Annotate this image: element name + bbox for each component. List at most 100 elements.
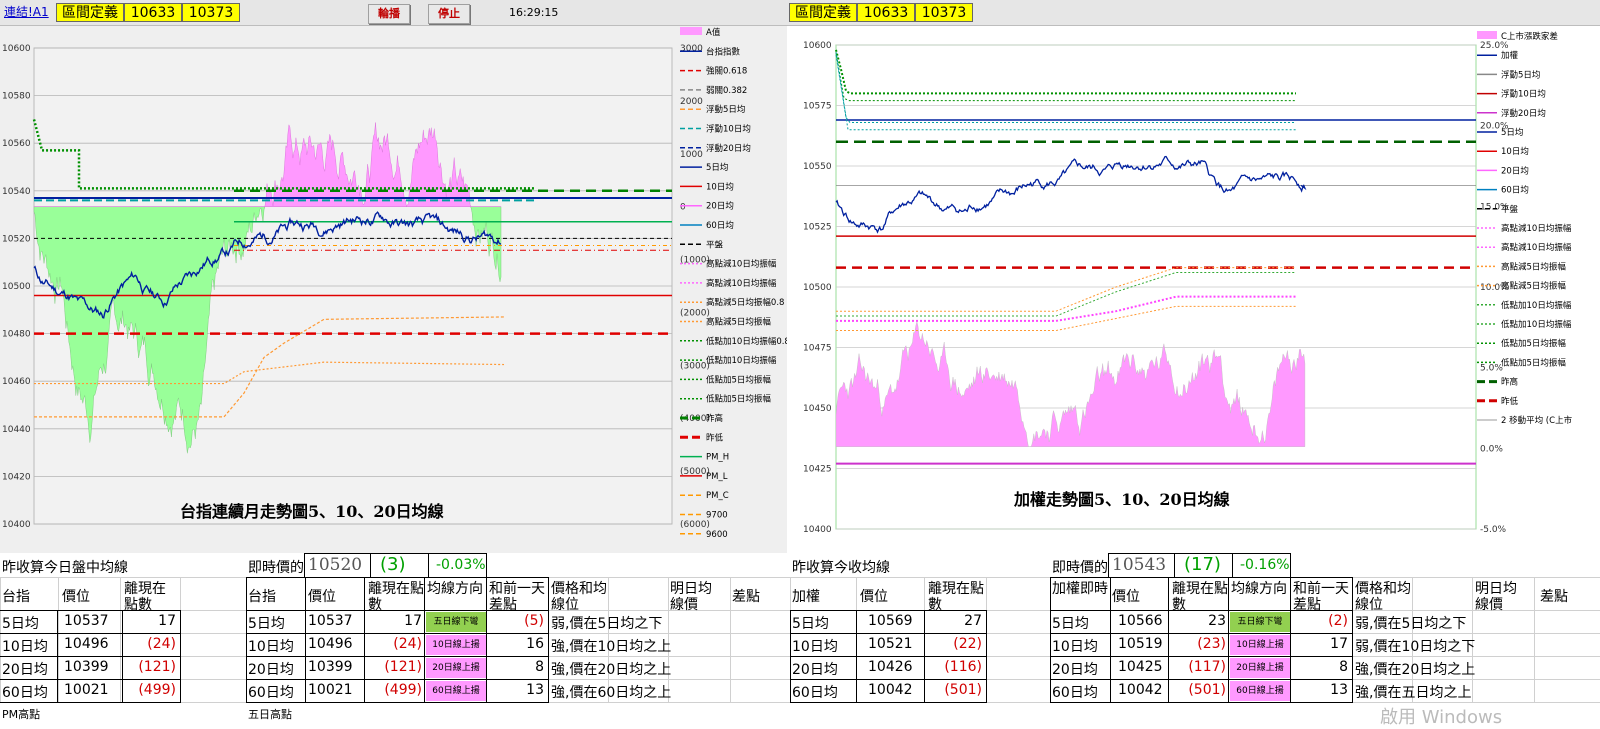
left-legend-label: 浮動20日均 [706,143,751,154]
left-legend-label: 20日均 [706,201,734,212]
rt1-row-price: 10426 [868,659,913,675]
left-legend-label: 低點加10日均振幅0.8 [706,336,787,347]
left-float-ma5-line [32,119,534,190]
right-legend-label: 高點減10日均振幅 [1501,242,1572,253]
rt2-row-diff: 23 [1208,613,1226,629]
rt2-row-position: 弱,價在5日均之下 [1355,616,1467,632]
left-ytick-label: 10540 [2,187,31,197]
left-ytick-label: 10420 [2,472,31,482]
table-gridline [246,633,548,634]
rt2-h5: 價格和均線位 [1355,581,1411,613]
left-legend-label: 低點加5日均振幅 [706,374,771,385]
lt2-row-direction-badge: 60日線上揚 [426,681,486,701]
table-gridline [246,577,247,703]
right-right-axis-label: 10.0% [1480,283,1509,293]
lt2-row-position: 弱,價在5日均之下 [551,616,663,632]
table-gridline [856,610,857,703]
lt2-row-direction-badge: 五日線下彎 [426,612,486,632]
left-legend-label: PM_L [706,472,728,482]
rt1-h0: 加權 [792,589,820,605]
play-button[interactable]: 輪播 [368,4,410,24]
left-legend-label: 昨高 [706,413,723,424]
left-ytick-label: 10560 [2,139,31,149]
left-index-price-line [33,211,502,319]
left-ytick-label: 10400 [2,520,31,530]
left-legend-label: 9600 [706,530,728,540]
rt2-row-name: 10日均 [1052,639,1098,655]
lt2-row-price: 10496 [308,636,353,652]
right-legend-label: 浮動20日均 [1501,108,1546,119]
right-right-axis-label: 25.0% [1480,41,1509,51]
lt2-h0: 台指 [248,589,276,605]
table-gridline [790,610,791,703]
rt1-row-name: 20日均 [792,662,838,678]
lt2-row-prev-diff: 16 [526,636,544,652]
rt2-row-diff: (117) [1188,659,1226,675]
table-gridline [1110,577,1111,703]
rt1-row-name: 5日均 [792,616,829,632]
rt2-row-position: 強,價在20日均之上 [1355,662,1476,678]
stop-button[interactable]: 停止 [428,4,470,24]
rt2-row-name: 5日均 [1052,616,1089,632]
lt1-h2: 離現在點數 [124,581,166,613]
table-gridline [246,577,548,578]
lt1-h0: 台指 [2,589,30,605]
clock-display: 16:29:15 [509,6,559,19]
lt2-row-position: 強,價在60日均之上 [551,685,672,701]
right-legend-label: 昨低 [1501,396,1519,407]
right-legend-label: 低點加5日均振幅 [1501,338,1566,349]
left-right-axis-label: (5000) [680,467,710,477]
bottom-tables: 昨收算今日盤中均線 即時價的 10520 (3) -0.03% 台指 價位 離現… [0,553,1600,728]
left-ytick-label: 10580 [2,92,31,102]
left-legend-label: A值 [706,27,721,38]
left-legend-label: 10日均 [706,181,734,192]
left-low-plus-band2-line [34,316,505,418]
right-legend-label: 2 移動平均 (C上市 [1501,415,1573,426]
left-right-axis-label: 2000 [680,97,703,107]
right-legend-label: 60日均 [1501,185,1529,196]
link-cell[interactable]: 連結!A1 [4,5,49,19]
right-float-ma-line [835,52,1296,131]
lt1-row-price: 10537 [64,613,109,629]
left-chart-panel: 10600 10580 10560 10540 10520 10500 10480 10460… [0,26,790,553]
rt2-h3: 均線方向 [1231,581,1287,597]
rt2-h0: 加權即時 [1052,581,1108,597]
rt2-row-price: 10042 [1118,682,1163,698]
right-legend-label: 低點加10日均振幅 [1501,319,1572,330]
rt1-row-name: 10日均 [792,639,838,655]
rt2-h6: 明日均線價 [1475,581,1517,613]
left-chart: 10600 10580 10560 10540 10520 10500 10480 10460… [2,27,790,540]
right-rt-change: (17) [1184,554,1221,575]
table-gridline [0,633,180,634]
right-legend-label: 低點加10日均振幅 [1501,300,1572,311]
right-legend-label: 低點加5日均振幅 [1501,357,1566,368]
right-ytick-label: 10575 [803,102,832,112]
table-gridline [1108,553,1290,554]
left-legend-label: 高點減10日均振幅 [706,259,777,270]
table-gridline [1050,633,1352,634]
left-rt-price: 10520 [308,555,363,575]
right-legend-label: 浮動10日均 [1501,89,1546,100]
left-ytick-label: 10440 [2,425,31,435]
left-ytick-label: 10480 [2,330,31,340]
table-gridline [548,577,549,703]
right-float-ma20-line [835,54,1296,123]
lt2-h4: 和前一天差點 [489,581,545,613]
right-ytick-label: 10525 [803,223,832,233]
lt2-h2: 離現在點數 [368,581,424,613]
table-gridline [486,553,487,577]
right-rt-pct: -0.16% [1240,557,1290,573]
rt2-row-price: 10519 [1118,636,1163,652]
table-gridline [246,656,548,657]
table-gridline [790,679,986,680]
right-legend-label: C上市漲跌家差 [1501,31,1558,42]
rt2-row-price: 10425 [1118,659,1163,675]
lt2-row-price: 10021 [308,682,353,698]
right-legend-label: 昨高 [1501,377,1518,388]
lt1-h1: 價位 [62,589,90,605]
table-gridline [486,577,487,703]
table-gridline [924,610,925,703]
rt2-row-prev-diff: 13 [1330,682,1348,698]
left-legend-label: 浮動5日均 [706,104,745,115]
rt2-row-name: 60日均 [1052,685,1098,701]
